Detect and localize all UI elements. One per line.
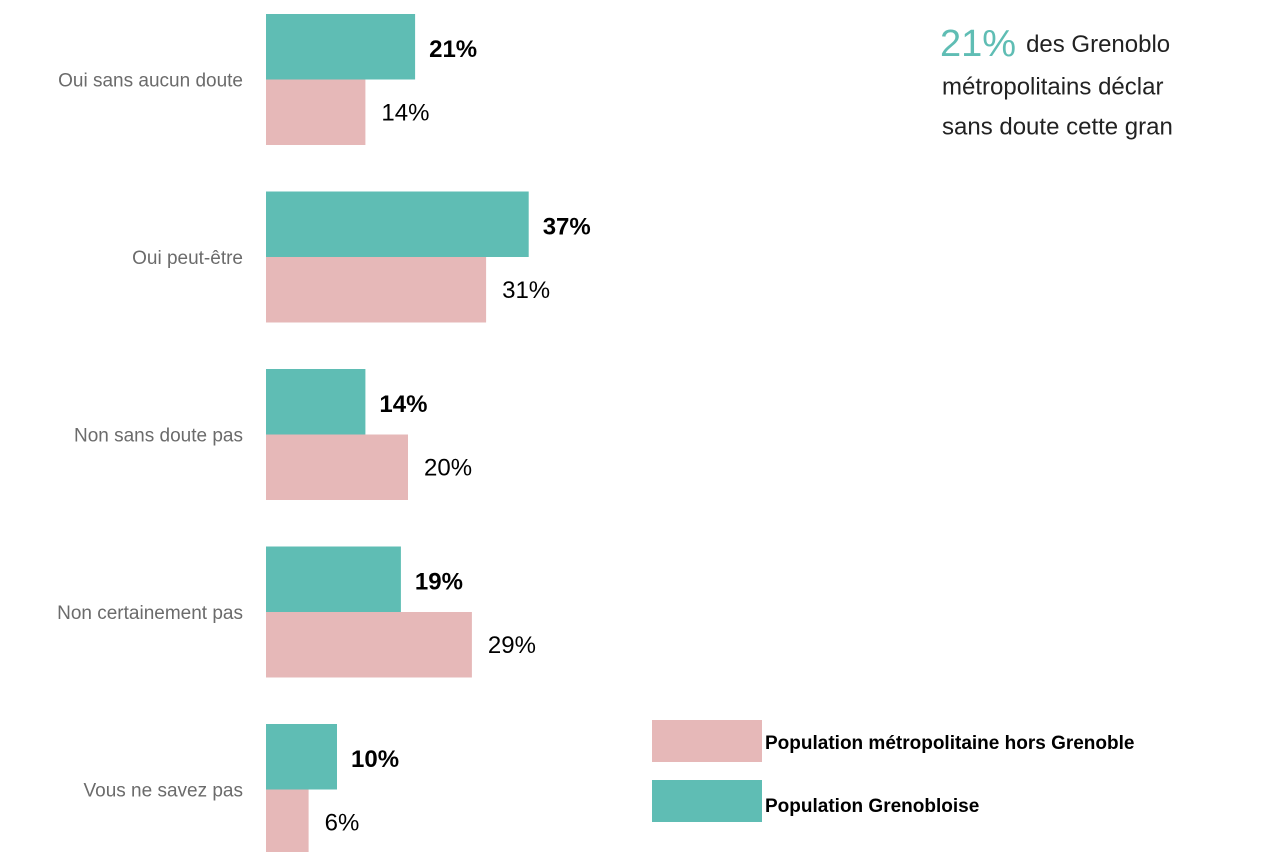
value-label: 20% — [424, 455, 472, 482]
value-label: 6% — [325, 810, 360, 837]
category-label: Non certainement pas — [57, 603, 243, 624]
value-label: 21% — [429, 36, 477, 63]
bar — [266, 191, 529, 257]
legend-label: Population métropolitaine hors Grenoble — [765, 733, 1134, 754]
annotation-text: métropolitains déclar — [942, 73, 1163, 100]
category-label: Oui sans aucun doute — [58, 71, 243, 92]
bar — [266, 14, 416, 80]
value-label: 10% — [351, 746, 399, 773]
value-label: 14% — [379, 391, 427, 418]
legend-label: Population Grenobloise — [765, 796, 979, 817]
annotation-text: des Grenoblo — [1026, 31, 1170, 58]
bar — [266, 724, 337, 790]
bar — [266, 434, 408, 500]
bar — [266, 612, 472, 678]
annotation: 21% des Grenoblo — [940, 23, 1170, 65]
value-label: 19% — [415, 569, 463, 596]
bar — [266, 79, 366, 145]
category-label: Oui peut-être — [132, 248, 243, 269]
legend-swatch — [652, 720, 762, 762]
value-label: 14% — [381, 100, 429, 127]
legend-swatch — [652, 780, 762, 822]
value-label: 37% — [543, 214, 591, 241]
category-label: Non sans doute pas — [74, 426, 243, 447]
annotation-highlight: 21% — [940, 23, 1016, 65]
bar — [266, 789, 309, 852]
bar — [266, 546, 401, 612]
category-label: Vous ne savez pas — [84, 781, 244, 802]
annotation-text: sans doute cette gran — [942, 113, 1173, 140]
bar — [266, 369, 366, 435]
value-label: 29% — [488, 632, 536, 659]
value-label: 31% — [502, 277, 550, 304]
bar — [266, 257, 487, 323]
